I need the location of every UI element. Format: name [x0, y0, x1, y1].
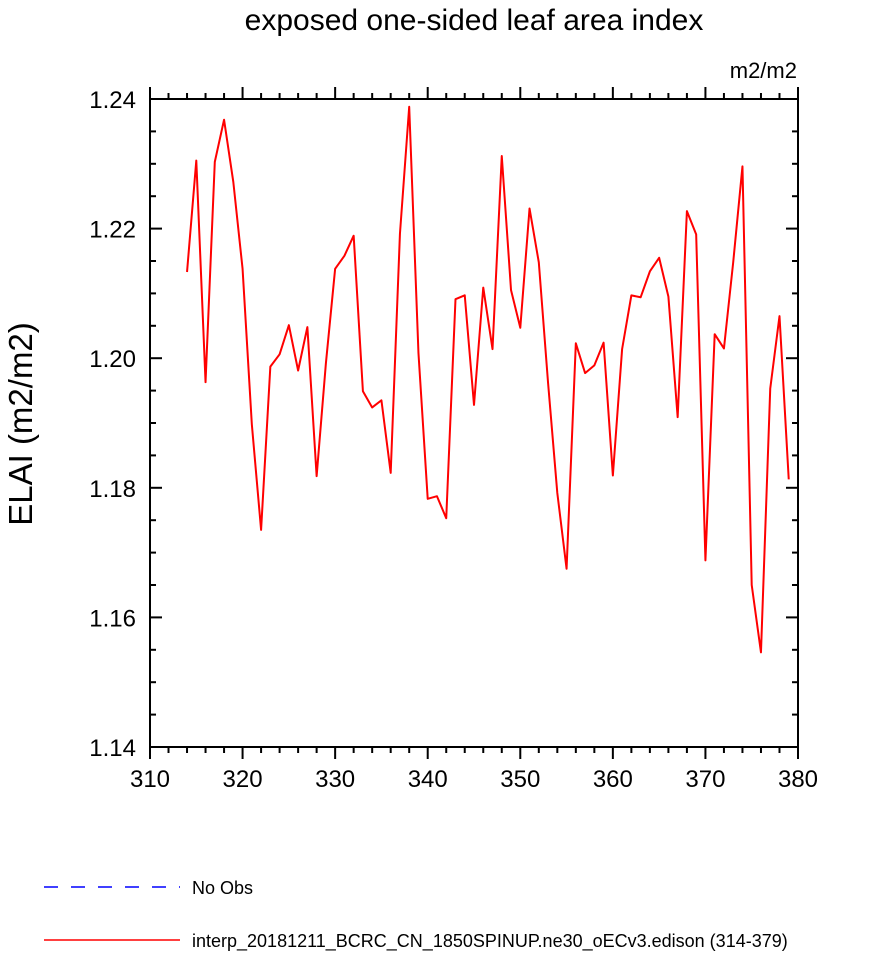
y-tick-label: 1.14	[89, 735, 136, 762]
x-tick-label: 380	[778, 766, 818, 793]
x-tick-label: 310	[130, 766, 170, 793]
series-layer	[186, 105, 790, 654]
plot-frame	[149, 98, 799, 748]
legend: No Obs interp_20181211_BCRC_CN_1850SPINU…	[44, 878, 788, 952]
units-label: m2/m2	[730, 58, 797, 83]
y-axis-label: ELAI (m2/m2)	[2, 322, 39, 526]
y-tick-label: 1.22	[89, 217, 136, 244]
x-tick-label: 360	[593, 766, 633, 793]
y-tick-label: 1.18	[89, 476, 136, 503]
x-tick-label: 350	[500, 766, 540, 793]
legend-label-no-obs: No Obs	[192, 878, 253, 898]
y-tick-label: 1.24	[89, 87, 136, 114]
x-tick-label: 320	[223, 766, 263, 793]
axis-tick-labels: 310 320 330 340 350 360 370 380 1.14 1.16 1.18 1.20…	[89, 87, 818, 793]
y-tick-label: 1.16	[89, 605, 136, 632]
series-line-1	[186, 105, 790, 654]
x-tick-label: 330	[315, 766, 355, 793]
legend-label-model-run: interp_20181211_BCRC_CN_1850SPINUP.ne30_…	[192, 931, 788, 952]
x-tick-label: 370	[685, 766, 725, 793]
chart-title: exposed one-sided leaf area index	[245, 4, 704, 37]
x-tick-label: 340	[408, 766, 448, 793]
y-tick-label: 1.20	[89, 346, 136, 373]
